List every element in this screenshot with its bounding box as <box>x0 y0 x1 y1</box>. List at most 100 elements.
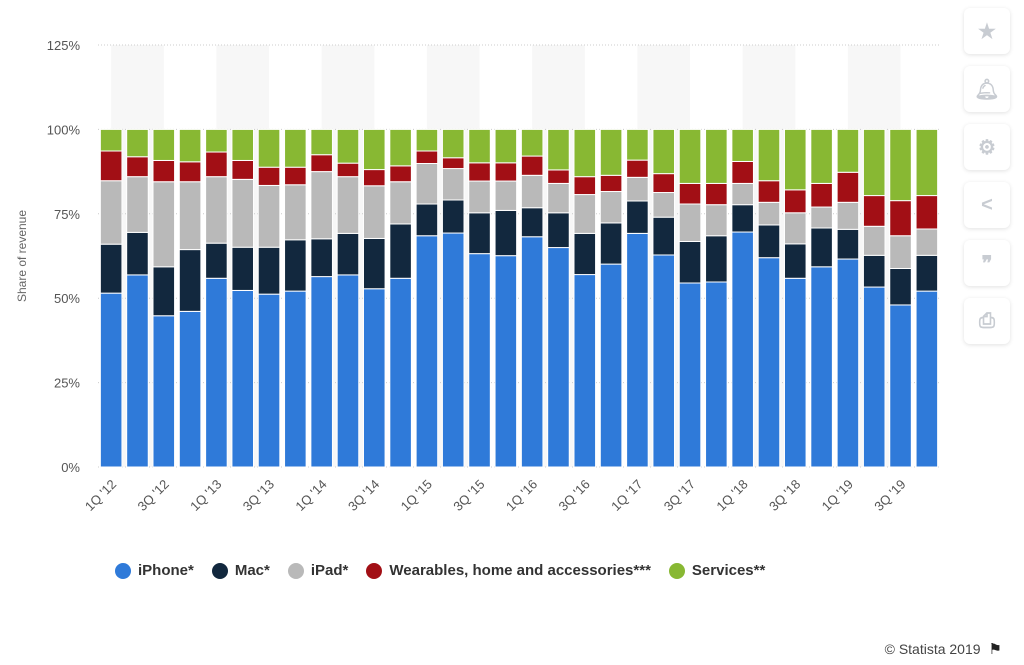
bell-icon[interactable]: 🔔︎ <box>964 66 1010 112</box>
bar-segment-iphone <box>889 304 912 468</box>
bars <box>99 128 939 468</box>
bar-segment-ipad <box>626 176 649 202</box>
legend: iPhone* Mac* iPad* Wearables, home and a… <box>115 562 765 579</box>
bar-segment-mac <box>626 200 649 234</box>
bar-segment-wearableshomeandaccessories <box>520 155 544 176</box>
bar-segment-mac <box>573 232 597 276</box>
bar-segment-mac <box>441 199 465 234</box>
bar-segment-wearableshomeandaccessories <box>257 166 281 186</box>
y-tick-label: 100% <box>47 122 81 137</box>
bar-segment-iphone <box>599 263 623 468</box>
legend-item-mac[interactable]: Mac* <box>211 562 270 579</box>
bar-segment-wearableshomeandaccessories <box>494 162 518 182</box>
bar-segment-ipad <box>520 174 544 209</box>
bar-segment-iphone <box>547 247 570 468</box>
bar-segment-services <box>599 128 623 176</box>
bar-segment-ipad <box>415 162 439 205</box>
bar-segment-services <box>520 128 544 157</box>
bar-segment-services <box>757 128 781 182</box>
bar-segment-wearableshomeandaccessories <box>152 159 176 183</box>
bar-segment-iphone <box>415 235 439 468</box>
bar-segment-iphone <box>310 276 333 468</box>
bar-segment-iphone <box>231 289 255 468</box>
legend-swatch <box>366 562 383 579</box>
bar-segment-wearableshomeandaccessories <box>178 161 202 183</box>
stacked-bar-chart: 0% 25% 50% 75% 100% 125% 1Q '12 3Q '12 1Q '13 3Q… <box>15 38 940 514</box>
x-tick-label: 1Q '15 <box>398 477 435 514</box>
x-tick-labels: 1Q '12 3Q '12 1Q '13 3Q '13 1Q '14 3Q '14 1Q '… <box>82 477 909 514</box>
x-tick-label: 3Q '19 <box>871 477 908 514</box>
x-tick-label: 1Q '19 <box>819 477 856 514</box>
gear-icon[interactable]: ⚙ <box>964 124 1010 170</box>
bar-segment-mac <box>231 246 255 291</box>
bar-segment-wearableshomeandaccessories <box>652 173 676 194</box>
bar-segment-services <box>783 128 807 191</box>
share-icon[interactable]: < <box>964 182 1010 228</box>
star-icon[interactable]: ★ <box>964 8 1010 54</box>
bar-segment-services <box>415 128 439 152</box>
y-tick-label: 25% <box>54 376 80 391</box>
bar-segment-iphone <box>257 293 281 468</box>
bar-segment-services <box>336 128 360 164</box>
bar-segment-services <box>810 128 833 184</box>
x-tick-label: 1Q '18 <box>713 477 750 514</box>
bar-segment-iphone <box>152 315 176 468</box>
bar-segment-services <box>126 128 149 158</box>
bar-segment-wearableshomeandaccessories <box>810 182 833 208</box>
legend-swatch <box>211 562 228 579</box>
bar-segment-ipad <box>126 176 149 233</box>
bar-segment-ipad <box>705 204 728 237</box>
bar-segment-ipad <box>678 203 702 242</box>
x-tick-label: 1Q '14 <box>292 477 329 514</box>
bar-segment-iphone <box>862 286 886 468</box>
bar-segment-services <box>178 128 202 163</box>
bar-segment-mac <box>810 227 833 268</box>
bar-segment-services <box>205 128 228 153</box>
bar-segment-mac <box>415 203 439 237</box>
bar-segment-mac <box>678 240 702 284</box>
legend-item-services[interactable]: Services** <box>668 562 765 579</box>
bar-segment-services <box>547 128 570 171</box>
bar-segment-ipad <box>757 201 781 226</box>
quote-icon[interactable]: ❞ <box>964 240 1010 286</box>
bar-segment-iphone <box>178 310 202 468</box>
bar-segment-wearableshomeandaccessories <box>626 159 649 178</box>
legend-item-iphone[interactable]: iPhone* <box>115 562 194 579</box>
bar-segment-mac <box>520 207 544 238</box>
print-icon[interactable]: ⎙ <box>964 298 1010 344</box>
bar-segment-mac <box>284 239 307 292</box>
bar-segment-iphone <box>284 290 307 468</box>
bar-segment-mac <box>99 243 123 294</box>
legend-item-ipad[interactable]: iPad* <box>287 562 348 579</box>
bar-segment-wearableshomeandaccessories <box>205 151 228 178</box>
bar-segment-wearableshomeandaccessories <box>889 200 912 237</box>
bar-segment-mac <box>178 249 202 312</box>
bar-segment-iphone <box>362 288 386 468</box>
bar-segment-services <box>441 128 465 159</box>
y-tick-label: 0% <box>61 460 80 475</box>
bar-segment-mac <box>862 254 886 288</box>
bar-segment-services <box>573 128 597 178</box>
bar-segment-ipad <box>205 176 228 244</box>
copyright[interactable]: © Statista 2019 <box>884 641 981 657</box>
bar-segment-iphone <box>783 277 807 468</box>
bar-segment-iphone <box>810 266 833 468</box>
legend-item-wearables[interactable]: Wearables, home and accessories*** <box>366 562 651 579</box>
bar-segment-services <box>310 128 333 156</box>
bar-segment-ipad <box>152 181 176 268</box>
x-tick-label: 3Q '15 <box>450 477 487 514</box>
legend-label: iPhone* <box>138 562 194 579</box>
bar-segment-iphone <box>99 292 123 468</box>
flag-icon[interactable]: ⚑ <box>988 641 1002 658</box>
bar-segment-services <box>468 128 491 164</box>
x-tick-label: 3Q '13 <box>240 477 277 514</box>
bar-segment-iphone <box>126 274 149 468</box>
bar-segment-ipad <box>783 212 807 245</box>
bar-segment-wearableshomeandaccessories <box>99 150 123 182</box>
bar-segment-ipad <box>441 168 465 201</box>
bar-segment-services <box>284 128 307 168</box>
bar-segment-iphone <box>757 257 781 468</box>
bar-segment-mac <box>336 232 360 276</box>
bar-segment-mac <box>783 243 807 279</box>
x-tick-label: 3Q '18 <box>766 477 803 514</box>
